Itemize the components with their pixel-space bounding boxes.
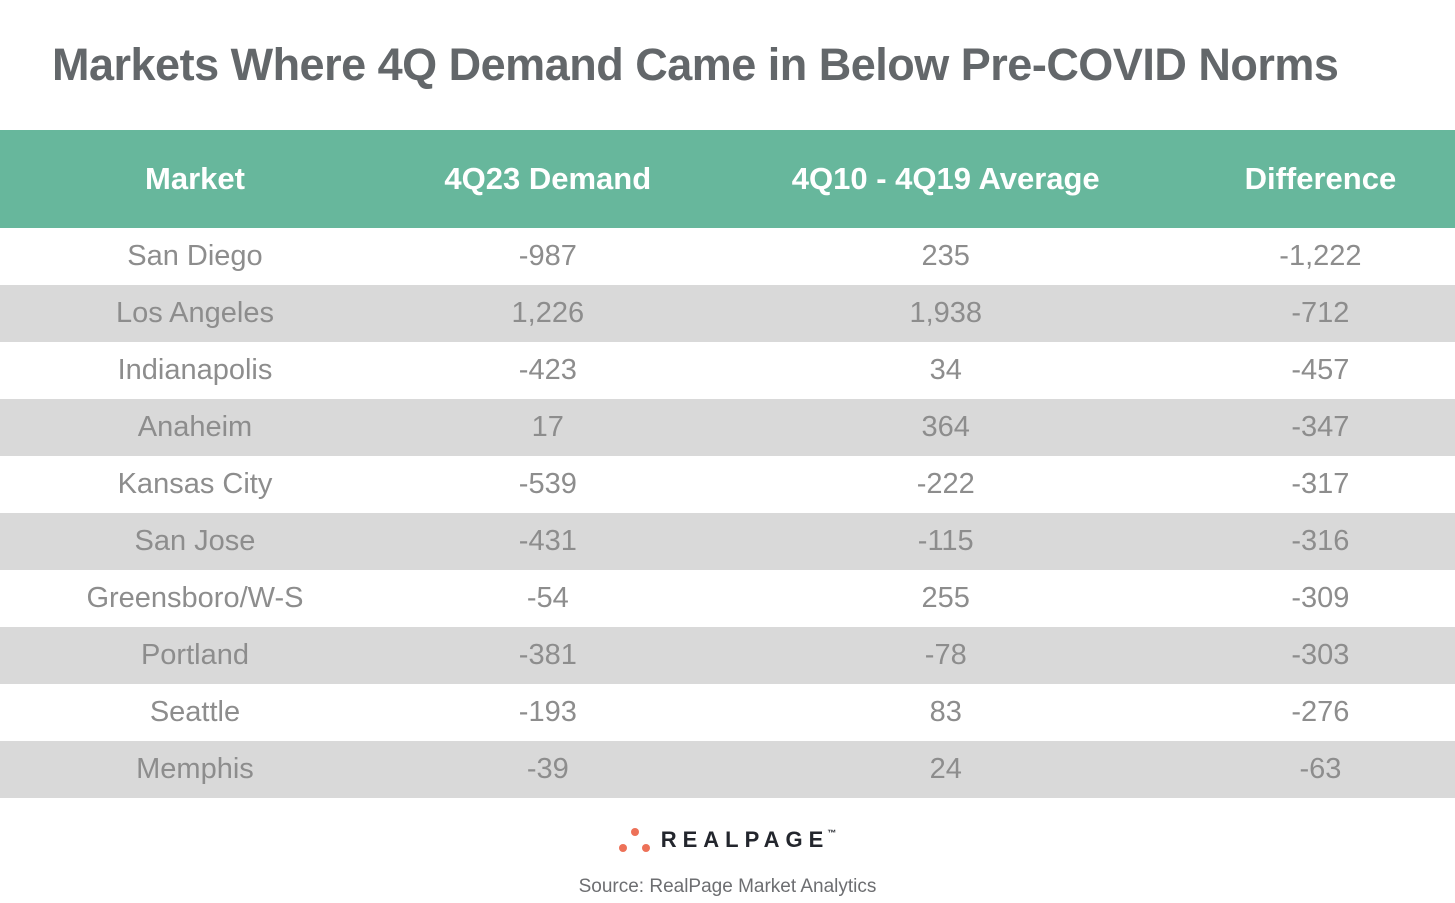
column-header-difference: Difference (1244, 161, 1397, 196)
column-header-4q23-demand: 4Q23 Demand (444, 161, 652, 196)
demand-cell: 1,226 (511, 297, 585, 329)
title-band: Markets Where 4Q Demand Came in Below Pr… (0, 0, 1455, 130)
difference-cell: -457 (1291, 354, 1350, 386)
table-row: Indianapolis -423 34 -457 (0, 342, 1455, 399)
table-row: Kansas City -539 -222 -317 (0, 456, 1455, 513)
column-header-average: 4Q10 - 4Q19 Average (791, 161, 1100, 196)
demand-table: Market 4Q23 Demand 4Q10 - 4Q19 Average D… (0, 130, 1455, 798)
demand-cell: 17 (531, 411, 564, 443)
average-cell: -222 (916, 468, 975, 500)
table-row: San Jose -431 -115 -316 (0, 513, 1455, 570)
demand-cell: -539 (518, 468, 577, 500)
trademark-symbol: ™ (827, 828, 837, 838)
table-row: Los Angeles 1,226 1,938 -712 (0, 285, 1455, 342)
column-header-market: Market (145, 161, 245, 196)
demand-cell: -423 (518, 354, 577, 386)
market-cell: Seattle (149, 696, 241, 728)
table-row: Anaheim 17 364 -347 (0, 399, 1455, 456)
table-row: Seattle -193 83 -276 (0, 684, 1455, 741)
average-cell: -115 (917, 525, 974, 557)
demand-cell: -987 (518, 240, 577, 272)
average-cell: 34 (929, 354, 962, 386)
table-row: Memphis -39 24 -63 (0, 741, 1455, 798)
difference-cell: -303 (1291, 639, 1350, 671)
average-cell: -78 (924, 639, 967, 671)
market-cell: Portland (140, 639, 249, 671)
difference-cell: -309 (1291, 582, 1350, 614)
demand-cell: -54 (526, 582, 569, 614)
footer: REALPAGE ™ Source: RealPage Market Analy… (0, 820, 1455, 898)
difference-cell: -1,222 (1279, 240, 1362, 272)
table-row: Portland -381 -78 -303 (0, 627, 1455, 684)
market-cell: San Diego (127, 240, 263, 272)
difference-cell: -317 (1291, 468, 1350, 500)
market-cell: Kansas City (117, 468, 273, 500)
difference-cell: -276 (1291, 696, 1350, 728)
table-row: Greensboro/W-S -54 255 -309 (0, 570, 1455, 627)
table-header-row: Market 4Q23 Demand 4Q10 - 4Q19 Average D… (0, 130, 1455, 228)
table-row: San Diego -987 235 -1,222 (0, 228, 1455, 285)
page-title: Markets Where 4Q Demand Came in Below Pr… (52, 39, 1339, 90)
realpage-dots-icon (618, 827, 651, 854)
market-cell: Los Angeles (115, 297, 274, 329)
demand-cell: -39 (526, 753, 569, 785)
market-cell: Memphis (136, 753, 254, 785)
average-cell: 1,938 (909, 297, 983, 329)
difference-cell: -316 (1291, 525, 1350, 557)
realpage-logo: REALPAGE ™ (618, 820, 837, 860)
demand-cell: -193 (518, 696, 577, 728)
average-cell: 364 (921, 411, 970, 443)
market-cell: Anaheim (137, 411, 253, 443)
demand-cell: -431 (518, 525, 577, 557)
market-cell: Greensboro/W-S (86, 582, 304, 614)
difference-cell: -712 (1291, 297, 1350, 329)
difference-cell: -347 (1291, 411, 1350, 443)
logo-text: REALPAGE (660, 827, 830, 852)
difference-cell: -63 (1299, 753, 1342, 785)
market-cell: San Jose (134, 525, 256, 557)
average-cell: 24 (929, 753, 962, 785)
average-cell: 83 (929, 696, 962, 728)
market-cell: Indianapolis (117, 354, 273, 386)
realpage-wordmark: REALPAGE ™ (661, 827, 837, 853)
average-cell: 235 (921, 240, 970, 272)
average-cell: 255 (921, 582, 970, 614)
source-attribution: Source: RealPage Market Analytics (578, 876, 877, 897)
demand-cell: -381 (518, 639, 577, 671)
